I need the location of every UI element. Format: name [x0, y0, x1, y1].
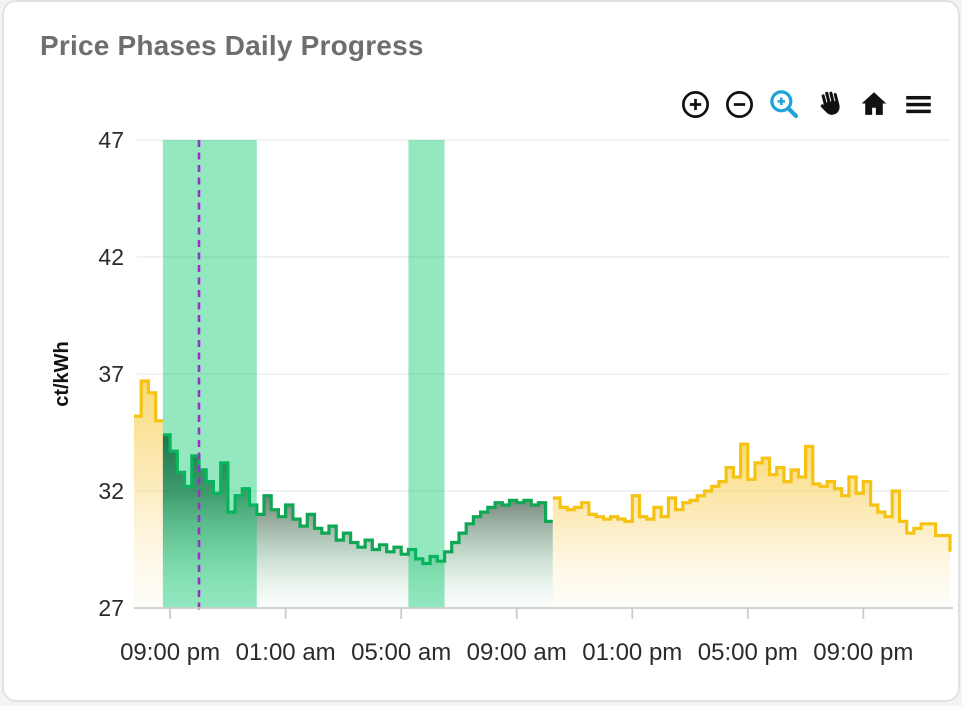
x-tick-marks: [169, 608, 865, 619]
home-button[interactable]: [856, 86, 892, 122]
home-icon: [861, 92, 887, 115]
y-tick-label: 32: [98, 478, 124, 504]
expensive-phase-evening-line: [134, 379, 163, 423]
y-tick-label: 37: [98, 361, 124, 387]
hamburger-menu-icon: [906, 95, 931, 113]
x-tick-label: 05:00 am: [351, 639, 451, 666]
y-axis-title: ct/kWh: [51, 341, 73, 407]
menu-button[interactable]: [901, 87, 936, 122]
expensive-phase-day-line: [552, 442, 952, 552]
zoom-in-icon: [682, 90, 709, 118]
x-tick-label: 01:00 pm: [582, 639, 682, 666]
cheap-phase-night-area: [162, 434, 553, 608]
pan-hand-icon: [820, 91, 840, 115]
axis-labels: 27 32 37 42 47 09:00 pm 01:00 am 05:00 am 09:00 …: [51, 127, 913, 666]
y-gridlines: [137, 139, 950, 492]
cheap-window-2-band: [408, 140, 445, 608]
price-phases-chart[interactable]: 27 32 37 42 47 09:00 pm 01:00 am 05:00 am 09:00 …: [4, 2, 960, 702]
zoom-out-button[interactable]: [722, 87, 757, 122]
x-tick-label: 09:00 am: [467, 639, 567, 666]
cheap-phase-night-line: [162, 433, 553, 566]
zoom-in-button[interactable]: [678, 87, 713, 122]
chart-toolbar: [678, 86, 936, 122]
x-tick-label: 09:00 pm: [120, 639, 220, 666]
y-tick-label: 42: [98, 244, 124, 270]
pan-button[interactable]: [811, 86, 847, 122]
y-tick-label: 47: [98, 127, 124, 153]
x-tick-label: 05:00 pm: [698, 639, 798, 666]
expensive-phase-evening-area: [134, 381, 163, 608]
cheap-window-1-band: [162, 140, 257, 608]
zoom-select-icon: [770, 90, 799, 119]
y-tick-label: 27: [98, 595, 124, 621]
x-tick-label: 09:00 pm: [813, 639, 913, 666]
zoom-select-button[interactable]: [766, 86, 802, 122]
expensive-phase-day-area: [552, 444, 950, 608]
x-tick-label: 01:00 am: [236, 639, 336, 666]
page-title: Price Phases Daily Progress: [40, 30, 424, 61]
zoom-out-icon: [726, 90, 753, 118]
